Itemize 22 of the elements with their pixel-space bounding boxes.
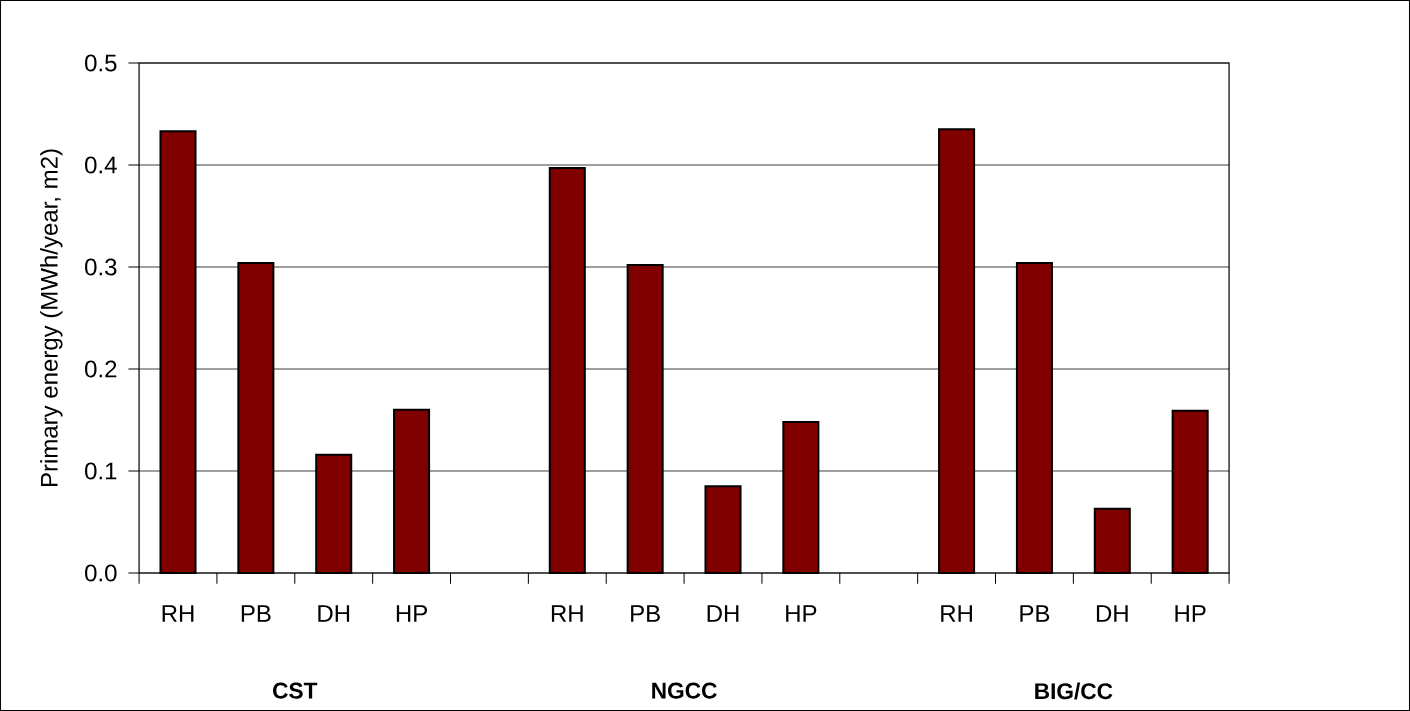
y-tick-label: 0.1 [85, 462, 117, 480]
x-tick-label: RH [162, 605, 194, 622]
y-tick-label: 0.2 [85, 360, 117, 378]
y-tick-label: 0.3 [85, 258, 117, 276]
x-tick-label: DH [1096, 605, 1128, 622]
x-tick-label: HP [396, 605, 427, 622]
x-tick-label: DH [707, 605, 739, 622]
x-tick-label: RH [941, 605, 972, 622]
text: BIG/CC [1035, 682, 1113, 700]
y-axis-title: Primary energy (MWh/year, m2) [40, 149, 63, 487]
text: CST [273, 682, 318, 699]
y-tick-label: 0.0 [85, 564, 117, 582]
text: NGCC [652, 682, 717, 699]
x-tick-label: HP [1175, 605, 1206, 622]
x-tick-label: PB [631, 605, 660, 622]
y-tick-label: 0.5 [85, 54, 117, 72]
x-tick-label: PB [1020, 605, 1050, 622]
x-tick-label: DH [318, 605, 350, 622]
x-tick-label: PB [241, 605, 271, 622]
y-tick-label: 0.4 [85, 156, 117, 174]
x-tick-label: RH [551, 605, 583, 622]
x-tick-label: HP [786, 605, 817, 622]
